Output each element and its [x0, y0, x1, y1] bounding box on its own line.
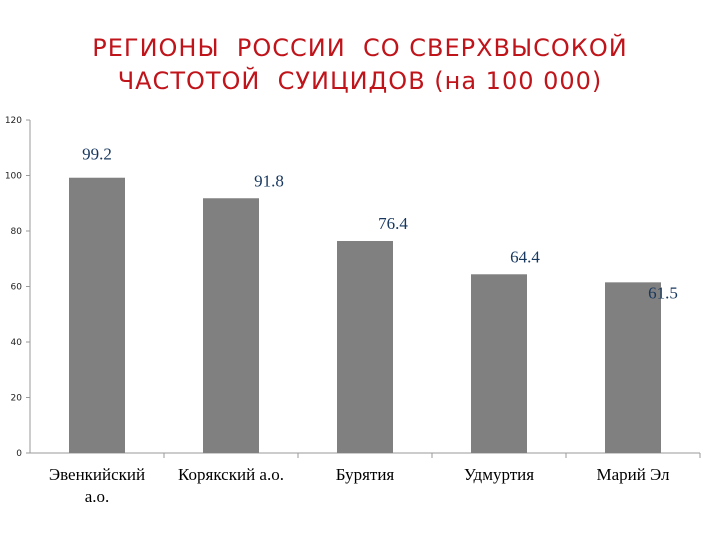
y-tick-label: 100 — [5, 172, 22, 182]
x-tick-label: Удмуртия — [464, 465, 534, 484]
chart-title-line-2: ЧАСТОТОЙ СУИЦИДОВ (на 100 000) — [117, 67, 603, 95]
data-label: 64.4 — [510, 247, 540, 266]
chart-title-line-1: РЕГИОНЫ РОССИИ СО СВЕРХВЫСОКОЙ — [92, 34, 628, 62]
data-label: 91.8 — [254, 171, 284, 190]
y-tick-label: 40 — [11, 338, 23, 348]
bar — [203, 198, 259, 453]
x-tick-label: Марий Эл — [596, 465, 670, 484]
y-tick-label: 0 — [16, 449, 22, 459]
bar — [471, 274, 527, 453]
bar — [69, 177, 125, 453]
bar — [605, 282, 661, 453]
x-tick-label: Бурятия — [336, 465, 395, 484]
y-tick-label: 120 — [5, 116, 22, 126]
bar — [337, 240, 393, 453]
data-label: 99.2 — [82, 145, 112, 164]
x-tick-label: Эвенкийский — [49, 465, 145, 484]
y-tick-label: 80 — [11, 227, 23, 237]
y-tick-label: 60 — [11, 283, 23, 293]
data-label: 61.5 — [648, 283, 678, 302]
x-tick-label: а.о. — [85, 487, 110, 506]
x-tick-label: Корякский а.о. — [178, 465, 284, 484]
chart-title: РЕГИОНЫ РОССИИ СО СВЕРХВЫСОКОЙ ЧАСТОТОЙ … — [0, 32, 720, 98]
y-tick-label: 20 — [11, 394, 23, 404]
data-label: 76.4 — [378, 214, 408, 233]
